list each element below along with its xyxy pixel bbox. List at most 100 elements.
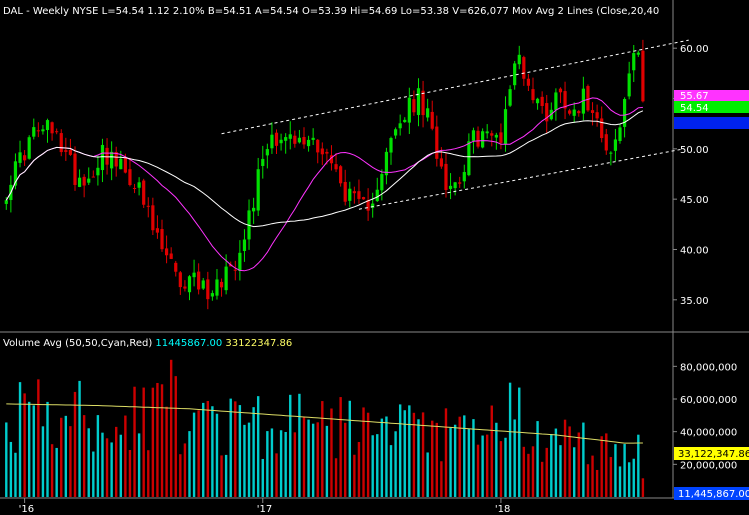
volume-bar: [641, 478, 645, 497]
candle-body: [297, 137, 302, 143]
candle-body: [329, 155, 334, 164]
candle-body: [517, 54, 521, 65]
volume-bar: [101, 432, 104, 497]
candle-body: [421, 90, 425, 116]
candle-body: [545, 103, 549, 122]
candle-body: [494, 134, 498, 138]
candle-body: [32, 127, 36, 137]
volume-bar: [577, 432, 580, 497]
volume-bar: [453, 424, 457, 497]
volume-bar: [467, 429, 471, 497]
candle-body: [119, 158, 123, 170]
candle-body: [91, 176, 95, 178]
candle-body: [252, 207, 256, 212]
candle-body: [325, 151, 329, 154]
volume-bar: [536, 421, 539, 497]
volume-bar: [124, 415, 127, 497]
volume-bar: [261, 458, 264, 497]
candle-body: [522, 57, 526, 79]
candle-body: [261, 158, 265, 166]
volume-bar: [522, 446, 526, 497]
volume-bar: [362, 407, 365, 497]
volume-tags: 33,122,347.86 11,445,867.00: [674, 447, 749, 500]
candle-body: [416, 88, 421, 116]
volume-bar: [160, 384, 164, 497]
candle-body: [444, 163, 448, 190]
volume-bar: [151, 387, 155, 497]
candle-body: [467, 141, 471, 176]
volume-bar: [591, 455, 594, 497]
candle-body: [178, 272, 182, 288]
volume-bar: [78, 380, 81, 497]
volume-bar: [156, 382, 159, 497]
volume-bar: [554, 428, 558, 497]
candle-body: [361, 197, 366, 200]
volume-bar: [174, 376, 177, 497]
volume-bar: [458, 416, 461, 497]
candle-body: [197, 271, 201, 290]
volume-bar: [495, 422, 498, 497]
candle-body: [123, 157, 127, 173]
volume-bar: [197, 410, 200, 497]
candle-body: [219, 281, 224, 288]
volume-bar: [403, 410, 406, 497]
volume-bar: [605, 433, 608, 497]
candle-body: [155, 228, 160, 233]
volume-label: Volume Avg (50,50,Cyan,Red): [3, 338, 152, 349]
volume-bar: [398, 404, 402, 497]
candle-body: [513, 63, 517, 86]
candle-body: [146, 205, 150, 207]
volume-bar: [559, 445, 562, 497]
volume-bar: [307, 419, 310, 497]
candle-body: [595, 112, 599, 119]
candle-body: [352, 191, 356, 194]
volume-bar: [96, 415, 100, 497]
volume-bar: [87, 428, 90, 497]
volume-bar: [169, 359, 173, 497]
volume-bar: [394, 431, 397, 497]
volume-bar: [73, 391, 77, 497]
candle-body: [201, 280, 205, 289]
candle-body: [462, 172, 466, 182]
candle-body: [590, 110, 595, 113]
price-tick-label: 40.00: [680, 245, 709, 256]
volume-bar: [417, 419, 420, 497]
candle-body: [233, 269, 237, 271]
candle-body: [45, 120, 50, 131]
candle-body: [242, 239, 247, 251]
volume-bar: [275, 453, 278, 497]
candle-body: [18, 152, 22, 163]
price-tick-label: 35.00: [680, 296, 709, 307]
volume-bar: [206, 400, 210, 497]
price-tick-label: 60.00: [680, 44, 709, 55]
volume-bar: [339, 397, 342, 497]
price-panel[interactable]: [4, 39, 689, 310]
ask: A=54.54: [255, 6, 299, 17]
volume-bar: [385, 416, 388, 497]
candle-body: [4, 200, 8, 204]
candle-body: [55, 131, 59, 133]
candle-body: [306, 139, 311, 147]
volume-bar: [527, 453, 530, 497]
candle-body: [279, 139, 283, 144]
candle-body: [82, 176, 86, 186]
candle-body: [503, 109, 508, 145]
volume-bar: [330, 408, 333, 497]
interval: Weekly: [33, 6, 69, 17]
volume-bar: [229, 398, 232, 497]
volume-bar: [179, 454, 182, 497]
candle-body: [110, 151, 114, 169]
volume-tick-label: 20,000,000: [680, 460, 737, 471]
candle-body: [412, 99, 416, 113]
volume-panel[interactable]: [5, 359, 645, 497]
volume-bar: [444, 408, 448, 497]
candle-body: [526, 78, 531, 86]
volume-bar: [344, 422, 347, 497]
candle-body: [632, 53, 636, 71]
candle-body: [348, 188, 352, 201]
volume-bar: [293, 432, 297, 497]
candle-body: [64, 150, 68, 152]
volume-bar: [50, 444, 54, 497]
volume-bar: [499, 441, 503, 497]
